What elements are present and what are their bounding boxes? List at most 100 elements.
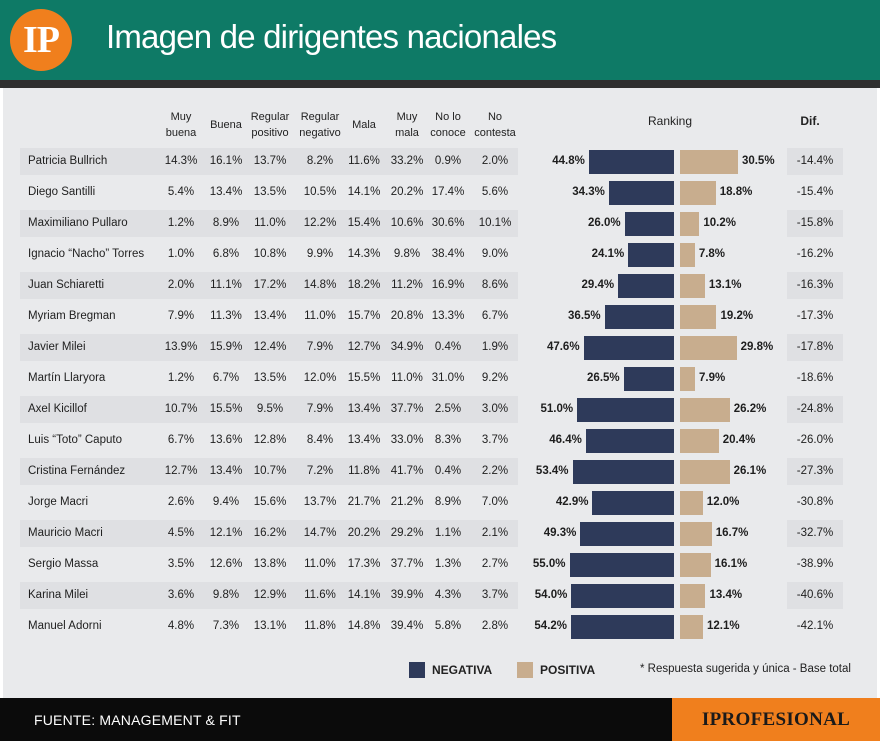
negativa-label: 46.4% (549, 434, 582, 446)
value-cell: 13.4% (347, 434, 381, 446)
positiva-label: 30.5% (741, 155, 775, 167)
value-cell: 12.7% (347, 341, 381, 353)
header-bar (0, 0, 880, 80)
table-row (20, 551, 518, 578)
value-cell: 15.6% (253, 496, 287, 508)
positiva-label: 10.2% (703, 217, 736, 229)
positiva-bar (680, 211, 700, 236)
value-cell: 6.7% (481, 310, 509, 322)
positiva-bar (680, 459, 730, 484)
value-cell: 10.1% (478, 217, 512, 229)
positiva-bar (680, 335, 737, 360)
positiva-label: 16.7% (715, 527, 749, 539)
leader-name: Maximiliano Pullaro (28, 217, 128, 229)
value-cell: 3.7% (481, 589, 509, 601)
value-cell: 13.5% (253, 372, 287, 384)
leader-name: Patricia Bullrich (28, 155, 108, 167)
negativa-label: 36.5% (568, 310, 601, 322)
value-cell: 0.4% (434, 341, 462, 353)
value-cell: 2.6% (167, 496, 195, 508)
value-cell: 3.7% (481, 434, 509, 446)
value-cell: 12.9% (253, 589, 287, 601)
value-cell: 9.5% (256, 403, 284, 415)
value-cell: 8.4% (306, 434, 334, 446)
value-cell: 1.2% (167, 217, 195, 229)
negativa-label: 34.3% (572, 186, 605, 198)
value-cell: 30.6% (431, 217, 465, 229)
leader-name: Martín Llaryora (28, 372, 106, 384)
value-cell: 2.5% (434, 403, 462, 415)
table-row (20, 241, 518, 268)
value-cell: 10.6% (390, 217, 424, 229)
negativa-bar (571, 614, 674, 639)
value-cell: 15.7% (347, 310, 381, 322)
value-cell: 1.3% (434, 558, 462, 570)
table-row (20, 489, 518, 516)
value-cell: 16.2% (253, 527, 287, 539)
dif-cell-bg (787, 365, 843, 392)
leader-name: Manuel Adorni (28, 620, 102, 632)
value-cell: 13.4% (209, 186, 243, 198)
leader-name: Cristina Fernández (28, 465, 126, 477)
value-cell: 8.2% (306, 155, 334, 167)
value-cell: 2.0% (481, 155, 509, 167)
footnote: * Respuesta sugerida y única - Base tota… (640, 663, 851, 675)
negativa-bar (623, 366, 674, 391)
header-divider (0, 80, 880, 88)
dif-cell-bg (787, 427, 843, 454)
value-cell: 13.4% (253, 310, 287, 322)
value-cell: 20.8% (390, 310, 424, 322)
positiva-bar (680, 490, 703, 515)
value-cell: 12.4% (253, 341, 287, 353)
dif-value: -14.4% (796, 155, 834, 167)
value-cell: 41.7% (390, 465, 424, 477)
value-cell: 17.3% (347, 558, 381, 570)
positiva-label: 26.1% (733, 465, 767, 477)
positiva-bar (680, 428, 719, 453)
value-cell: 11.2% (391, 279, 423, 291)
dif-value: -17.3% (796, 310, 834, 322)
value-cell: 11.1% (210, 279, 242, 291)
value-cell: 7.9% (167, 310, 195, 322)
value-cell: 16.1% (209, 155, 243, 167)
negativa-label: 55.0% (532, 558, 566, 570)
legend-swatch-negativa (409, 662, 425, 678)
value-cell: 9.9% (306, 248, 334, 260)
dif-cell-bg (787, 241, 843, 268)
value-cell: 2.7% (481, 558, 509, 570)
dif-cell-bg (787, 613, 843, 640)
value-cell: 3.5% (167, 558, 195, 570)
value-cell: 11.8% (348, 465, 380, 477)
value-cell: 12.7% (164, 465, 198, 477)
value-cell: 1.1% (434, 527, 462, 539)
value-cell: 13.1% (253, 620, 287, 632)
dif-value: -38.9% (796, 558, 834, 570)
value-cell: 2.0% (167, 279, 195, 291)
value-cell: 12.6% (209, 558, 243, 570)
dif-cell-bg (787, 272, 843, 299)
negativa-label: 53.4% (535, 465, 569, 477)
positiva-label: 13.4% (709, 589, 743, 601)
value-cell: 38.4% (431, 248, 465, 260)
dif-cell-bg (787, 334, 843, 361)
dif-cell-bg (787, 210, 843, 237)
value-cell: 14.1% (347, 186, 381, 198)
column-header-7: No contesta (474, 111, 516, 139)
table-row (20, 613, 518, 640)
value-cell: 9.4% (212, 496, 240, 508)
value-cell: 14.7% (303, 527, 337, 539)
positiva-label: 19.2% (720, 310, 754, 322)
positiva-label: 13.1% (708, 279, 742, 291)
positiva-bar (680, 273, 705, 298)
value-cell: 13.4% (347, 403, 381, 415)
value-cell: 20.2% (347, 527, 381, 539)
value-cell: 13.5% (253, 186, 287, 198)
value-cell: 1.0% (167, 248, 195, 260)
negativa-label: 47.6% (546, 341, 580, 353)
value-cell: 3.0% (481, 403, 509, 415)
value-cell: 13.6% (209, 434, 243, 446)
value-cell: 17.2% (253, 279, 287, 291)
dif-cell-bg (787, 148, 843, 175)
value-cell: 8.6% (481, 279, 509, 291)
value-cell: 9.8% (393, 248, 421, 260)
